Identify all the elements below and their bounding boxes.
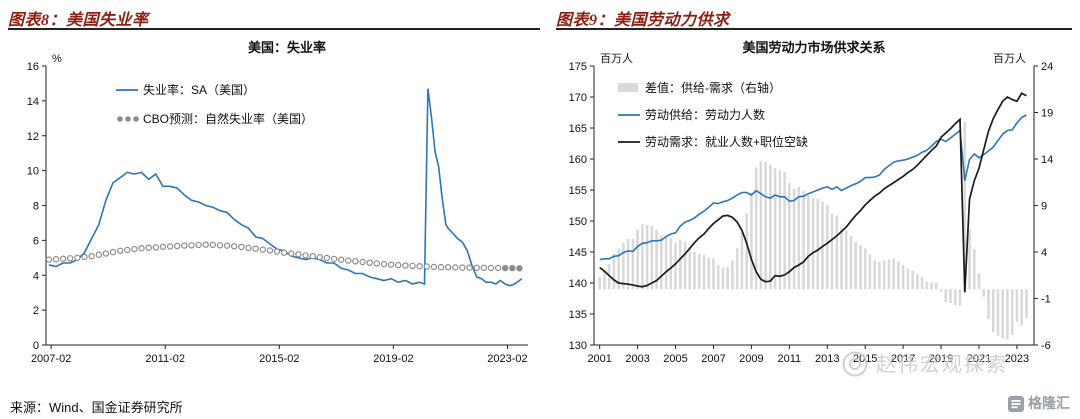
svg-text:2005: 2005 bbox=[663, 353, 687, 365]
svg-text:175: 175 bbox=[569, 61, 587, 73]
svg-text:155: 155 bbox=[569, 185, 587, 197]
us-labor-supply-demand-chart: 130 135 140 145 150 155 160 165 170 175 -6 -1 4 9 14 19… bbox=[569, 40, 1054, 365]
svg-text:165: 165 bbox=[569, 123, 587, 135]
svg-text:CBO预测：自然失业率（美国）: CBO预测：自然失业率（美国） bbox=[143, 111, 313, 126]
svg-text:6: 6 bbox=[33, 235, 39, 247]
svg-text:2019: 2019 bbox=[929, 353, 953, 365]
svg-text:19: 19 bbox=[1041, 108, 1053, 120]
svg-text:2021: 2021 bbox=[967, 353, 991, 365]
svg-text:12: 12 bbox=[27, 131, 39, 143]
svg-text:2015-02: 2015-02 bbox=[259, 353, 299, 365]
svg-text:2013: 2013 bbox=[815, 353, 839, 365]
svg-text:-6: -6 bbox=[1041, 340, 1051, 352]
us-unemployment-chart: 0 2 4 6 8 10 12 14 16 2007-02 2011-02 2015-02 2019-0… bbox=[27, 40, 528, 365]
figure9-panel: 图表9：美国劳动力供求 130 135 140 145 150 155 160 165 170 1… bbox=[556, 6, 1072, 380]
svg-text:2003: 2003 bbox=[625, 353, 649, 365]
svg-text:-1: -1 bbox=[1041, 294, 1051, 306]
svg-text:150: 150 bbox=[569, 216, 587, 228]
svg-text:160: 160 bbox=[569, 154, 587, 166]
svg-text:劳动需求：就业人数+职位空缺: 劳动需求：就业人数+职位空缺 bbox=[645, 134, 808, 149]
svg-text:百万人: 百万人 bbox=[600, 52, 633, 65]
svg-text:0: 0 bbox=[33, 340, 39, 352]
figure9-header: 图表9：美国劳动力供求 bbox=[556, 6, 1072, 30]
source-note: 来源：Wind、国金证券研究所 bbox=[10, 400, 183, 415]
svg-text:135: 135 bbox=[569, 309, 587, 321]
svg-text:失业率：SA（美国）: 失业率：SA（美国） bbox=[143, 82, 255, 97]
svg-text:2023-02: 2023-02 bbox=[487, 353, 527, 365]
svg-text:4: 4 bbox=[1041, 247, 1047, 259]
gelonghui-logo: 格隆汇 bbox=[1008, 393, 1070, 413]
svg-text:2009: 2009 bbox=[739, 353, 763, 365]
svg-text:2011: 2011 bbox=[778, 353, 802, 365]
svg-text:美国：失业率: 美国：失业率 bbox=[248, 40, 326, 55]
svg-text:10: 10 bbox=[27, 166, 39, 178]
svg-text:2011-02: 2011-02 bbox=[145, 353, 185, 365]
svg-text:差值：供给-需求（右轴）: 差值：供给-需求（右轴） bbox=[645, 80, 781, 95]
svg-text:劳动供给：劳动力人数: 劳动供给：劳动力人数 bbox=[645, 107, 765, 122]
svg-text:2017: 2017 bbox=[891, 353, 915, 365]
figure8-title: 图表8：美国失业率 bbox=[8, 12, 149, 29]
gelonghui-logo-icon bbox=[1008, 396, 1024, 412]
svg-text:2019-02: 2019-02 bbox=[373, 353, 413, 365]
svg-text:美国劳动力市场供求关系: 美国劳动力市场供求关系 bbox=[742, 40, 885, 55]
svg-text:2023: 2023 bbox=[1005, 353, 1029, 365]
svg-text:%: % bbox=[52, 53, 62, 65]
svg-text:百万人: 百万人 bbox=[993, 52, 1026, 65]
svg-text:2015: 2015 bbox=[853, 353, 877, 365]
svg-text:9: 9 bbox=[1041, 201, 1047, 213]
svg-text:14: 14 bbox=[1041, 154, 1053, 166]
svg-text:16: 16 bbox=[27, 61, 39, 73]
svg-text:140: 140 bbox=[569, 278, 587, 290]
svg-text:2007-02: 2007-02 bbox=[31, 353, 71, 365]
gelonghui-logo-text: 格隆汇 bbox=[1028, 395, 1070, 411]
svg-text:130: 130 bbox=[569, 340, 587, 352]
figure9-title: 图表9：美国劳动力供求 bbox=[556, 12, 730, 29]
figure8-header: 图表8：美国失业率 bbox=[8, 6, 540, 30]
svg-text:170: 170 bbox=[569, 92, 587, 104]
svg-text:2007: 2007 bbox=[701, 353, 725, 365]
svg-text:24: 24 bbox=[1041, 61, 1053, 73]
svg-text:4: 4 bbox=[33, 270, 39, 282]
svg-text:2: 2 bbox=[33, 305, 39, 317]
svg-text:8: 8 bbox=[33, 201, 39, 213]
svg-text:145: 145 bbox=[569, 247, 587, 259]
svg-text:2001: 2001 bbox=[587, 353, 611, 365]
figure8-panel: 图表8：美国失业率 0 2 4 6 8 10 12 14 16 2007-02 2011-02 201… bbox=[8, 6, 540, 380]
svg-text:14: 14 bbox=[27, 96, 39, 108]
